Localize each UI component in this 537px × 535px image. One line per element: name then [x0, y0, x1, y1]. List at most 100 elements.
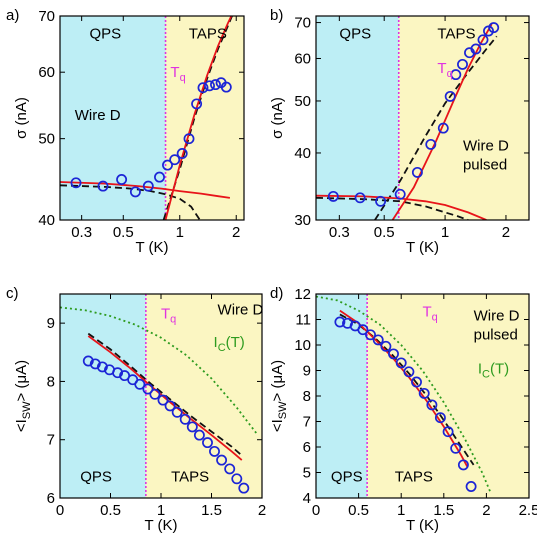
data-point: [220, 81, 232, 93]
data-point: [457, 58, 468, 70]
data-point: [179, 413, 191, 425]
data-point: [465, 481, 477, 492]
plot-area: [60, 16, 234, 220]
tq-label: Tq: [423, 303, 438, 323]
ic-label-main: I: [214, 334, 218, 351]
ic-curve-0: [60, 306, 258, 435]
y-axis-label: <ISW> (μA): [269, 360, 289, 432]
y-tick-label: 11: [295, 312, 311, 329]
data-point: [388, 348, 399, 360]
data-point: [327, 190, 339, 202]
data-point: [357, 324, 369, 336]
y-tick-label: 40: [294, 145, 311, 162]
model-curve-0: [339, 309, 469, 468]
data-point: [450, 69, 462, 81]
x-tick-label: 1: [441, 224, 449, 241]
data-point: [157, 394, 169, 406]
data-point: [231, 473, 243, 485]
data-point: [116, 174, 128, 185]
data-point: [434, 412, 446, 424]
data-point: [142, 180, 154, 192]
data-point: [142, 383, 154, 395]
taps-label: TAPS: [171, 469, 209, 486]
qps-label: QPS: [331, 469, 363, 486]
data-point: [375, 195, 387, 207]
panel-a: 0.3 0.5 1 2 40 50 60 70 a) T (K) σ (nA) QPS TAPS Tq Wi…: [6, 7, 245, 256]
y-tick-label: 30: [294, 212, 311, 229]
qps-region: [316, 16, 399, 220]
wire-annotation: pulsed: [474, 327, 518, 344]
panel-b: 0.3 0.5 1 2 30 40 50 60 70 b) T (K) σ (nA) QPS TAPS Tq…: [269, 7, 530, 256]
x-axis-label: T (K): [406, 517, 439, 534]
taps-label: TAPS: [189, 25, 227, 42]
tq-label-main: T: [423, 303, 432, 320]
tq-label-main: T: [437, 60, 446, 77]
fit-curve-0: [60, 184, 201, 220]
x-axis-label: T (K): [406, 239, 439, 256]
tq-label-sub: q: [447, 68, 453, 80]
taps-region: [367, 294, 529, 498]
data-point: [193, 429, 205, 441]
x-axis-label: T (K): [144, 517, 177, 534]
x-tick-label: 0.3: [71, 224, 92, 241]
y-tick-label: 7: [303, 414, 311, 431]
x-tick-label: 0: [312, 502, 320, 519]
data-point: [183, 133, 195, 145]
data-point: [164, 400, 176, 412]
data-point: [380, 340, 392, 352]
y-axis-label: <ISW> (μA): [13, 360, 33, 432]
y-tick-label: 6: [303, 439, 311, 456]
tq-label-sub: q: [170, 313, 176, 325]
data-point: [134, 378, 146, 390]
x-tick-label: 0.5: [374, 224, 395, 241]
data-point: [488, 22, 500, 34]
ic-label-tail: (T): [226, 334, 245, 351]
data-point: [70, 177, 82, 189]
y-tick-label: 4: [303, 490, 311, 507]
data-point: [238, 482, 250, 494]
y-axis-label-main: <I: [269, 419, 286, 432]
data-point: [224, 463, 236, 475]
x-tick-label: 2: [258, 502, 266, 519]
panel-letter: b): [270, 7, 283, 24]
panel-letter: d): [270, 285, 283, 302]
tq-label-sub: q: [432, 311, 438, 323]
data-point: [197, 82, 209, 94]
data-point: [403, 366, 415, 378]
y-tick-label: 70: [38, 8, 55, 25]
x-tick-label: 1: [157, 502, 165, 519]
data-point: [411, 166, 423, 178]
y-tick-label: 10: [294, 337, 311, 354]
x-tick-label: 2: [482, 502, 490, 519]
data-point: [365, 329, 376, 341]
data-point: [372, 334, 384, 346]
x-tick-label: 2.5: [519, 502, 537, 519]
plot-area: [60, 306, 258, 494]
x-tick-label: 0.3: [329, 224, 350, 241]
y-axis-label-sub: SW: [277, 401, 289, 419]
data-point: [171, 406, 183, 418]
data-point: [96, 361, 108, 373]
wire-annotation: Wire D: [75, 107, 121, 124]
model-curve-1: [164, 16, 233, 220]
panel-d: 0 0.5 1 1.5 2 2.5 4 5 6 7 8 9 10 11 12 d) T (K) <ISW> (μA…: [269, 285, 537, 534]
data-point: [191, 98, 203, 110]
ic-curve-0: [316, 295, 492, 494]
taps-region: [398, 16, 529, 220]
taps-region: [165, 16, 244, 220]
data-point: [176, 148, 188, 159]
tq-label: Tq: [437, 60, 452, 80]
data-point: [89, 358, 101, 370]
y-axis-label-tail: > (μA): [13, 360, 30, 402]
y-tick-label: 9: [303, 363, 311, 380]
data-point: [354, 192, 366, 204]
data-point: [162, 159, 173, 171]
fit-curve-1: [162, 16, 234, 220]
wire-annotation: Wire D: [218, 301, 264, 318]
tq-label: Tq: [161, 305, 176, 325]
data-point: [112, 367, 124, 379]
y-axis-label-tail: > (μA): [269, 360, 286, 402]
data-point: [457, 459, 469, 471]
y-tick-label: 40: [38, 212, 55, 229]
plot-frame: [59, 15, 245, 221]
